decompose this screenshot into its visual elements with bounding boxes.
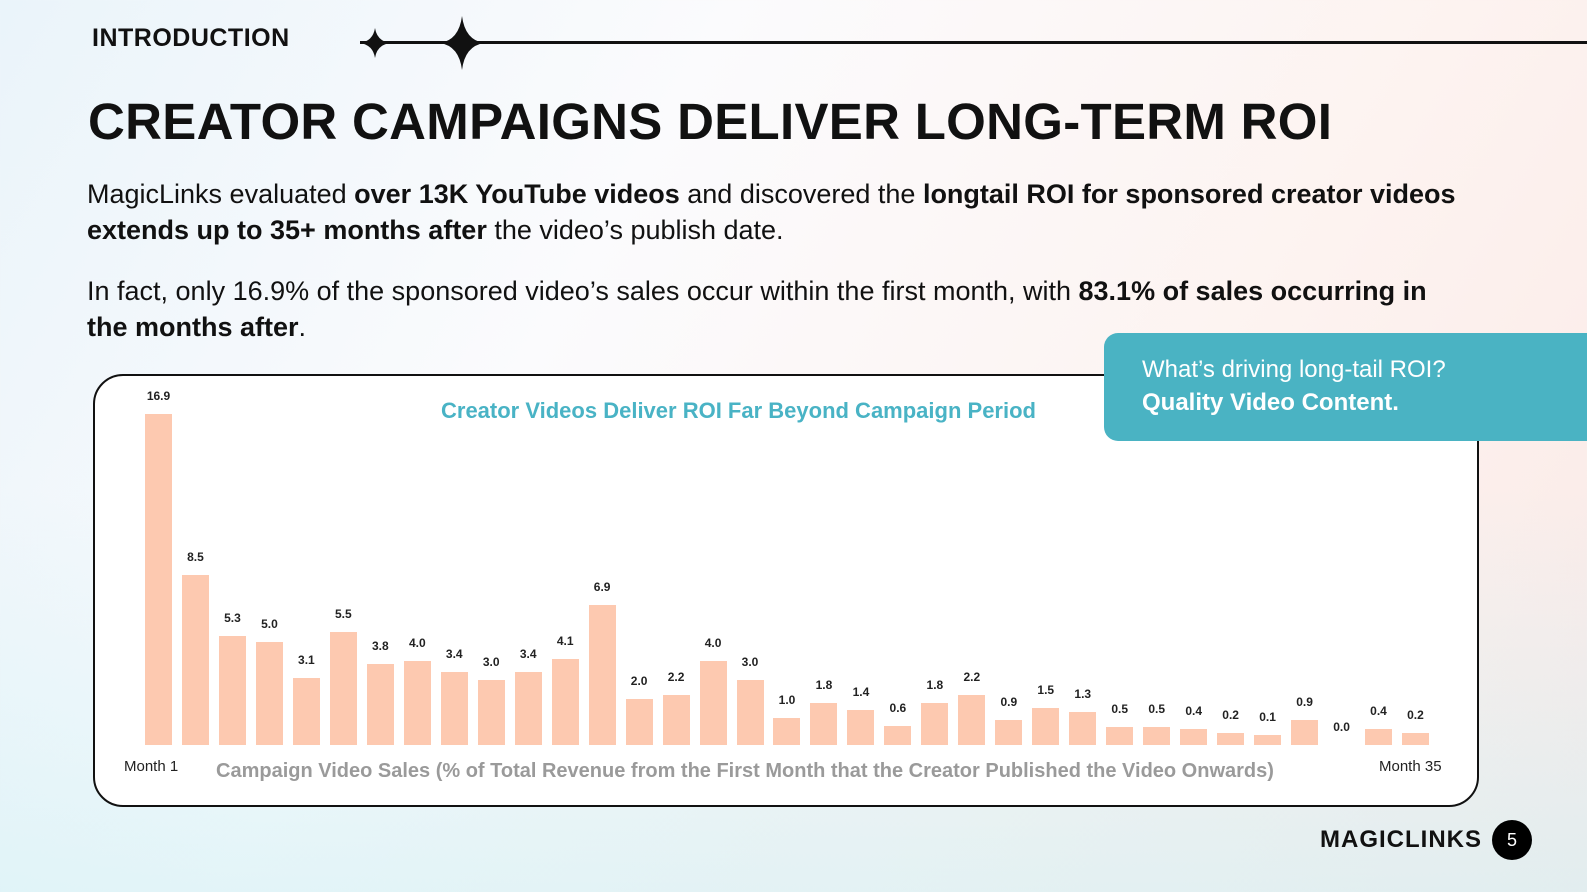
- data-label: 3.4: [445, 647, 463, 662]
- data-label: 1.5: [1037, 683, 1055, 698]
- data-label: 4.0: [704, 635, 722, 650]
- data-label: 3.4: [519, 647, 537, 662]
- data-label: 8.5: [187, 549, 204, 564]
- callout-question: What’s driving long-tail ROI?: [1142, 356, 1446, 383]
- bar: [551, 658, 579, 745]
- bar: [736, 679, 764, 745]
- data-label: 2.2: [963, 669, 981, 684]
- data-label: 6.9: [593, 580, 611, 595]
- data-label: 0.1: [1259, 710, 1276, 725]
- stat-paragraph: In fact, only 16.9% of the sponsored vid…: [87, 276, 1427, 342]
- data-label: 0.5: [1148, 702, 1166, 717]
- bar: [403, 660, 431, 745]
- data-label: 0.0: [1333, 720, 1350, 734]
- data-label: 0.4: [1370, 704, 1387, 719]
- data-label: 4.1: [556, 633, 574, 648]
- data-label: 0.2: [1407, 708, 1424, 723]
- divider-line: [360, 41, 1587, 44]
- data-label: 0.4: [1185, 704, 1202, 719]
- bar: [662, 694, 690, 745]
- bar: [995, 719, 1023, 745]
- data-label: 3.8: [371, 639, 389, 654]
- intro-paragraph: MagicLinks evaluated over 13K YouTube vi…: [87, 179, 1456, 245]
- bar: [477, 679, 505, 745]
- data-label: 2.2: [667, 669, 685, 684]
- data-label: 0.9: [1000, 694, 1018, 709]
- bar: [145, 414, 172, 745]
- bar: [921, 702, 949, 745]
- data-label: 3.1: [298, 652, 315, 667]
- bar: [847, 710, 875, 745]
- data-label: 3.0: [741, 654, 759, 669]
- bar: [1143, 727, 1171, 745]
- bar: [1180, 729, 1208, 745]
- data-label: 5.0: [261, 616, 278, 631]
- data-label: 3.0: [482, 654, 500, 669]
- magiclinks-logo: MAGICLINKS: [1320, 826, 1482, 853]
- bar: [1032, 708, 1060, 745]
- callout-answer: Quality Video Content.: [1142, 389, 1399, 416]
- section-label: INTRODUCTION: [92, 24, 290, 52]
- data-label: 2.0: [630, 673, 648, 688]
- data-label: 0.5: [1111, 702, 1129, 717]
- data-label: 0.9: [1296, 694, 1313, 709]
- bar: [1069, 712, 1097, 745]
- bar: [255, 641, 283, 745]
- bar: [1217, 733, 1245, 745]
- data-label: 16.9: [146, 389, 171, 404]
- bar: [366, 664, 394, 745]
- page-title: CREATOR CAMPAIGNS DELIVER LONG-TERM ROI: [88, 93, 1333, 150]
- bar: [625, 698, 653, 745]
- data-label: 5.3: [224, 610, 241, 625]
- data-label: 1.8: [815, 677, 833, 692]
- x-tick-last: Month 35: [1379, 758, 1442, 775]
- bar: [1254, 735, 1282, 745]
- data-label: 1.0: [778, 692, 796, 707]
- bar: [884, 725, 912, 745]
- bar: [1291, 719, 1319, 745]
- data-label: 0.6: [889, 700, 907, 715]
- bar: [1365, 729, 1392, 745]
- data-label: 5.5: [335, 606, 352, 621]
- bar: [181, 574, 209, 745]
- bar: [292, 677, 320, 745]
- bar: [773, 717, 801, 745]
- page-number: 5: [1492, 820, 1532, 860]
- bar: [1401, 733, 1429, 745]
- data-label: 0.2: [1222, 708, 1239, 723]
- data-label: 4.0: [408, 635, 426, 650]
- bar: [588, 605, 616, 745]
- bar: [218, 635, 246, 745]
- sparkle-icon: [440, 16, 484, 70]
- x-axis-label: Campaign Video Sales (% of Total Revenue…: [216, 760, 1274, 782]
- bar: [514, 672, 542, 745]
- callout-box: What’s driving long-tail ROI? Quality Vid…: [1104, 333, 1587, 441]
- bar: [958, 694, 986, 745]
- x-tick-first: Month 1: [124, 758, 179, 775]
- sparkle-icon: [360, 28, 390, 58]
- data-label: 1.4: [852, 685, 870, 700]
- data-label: 1.8: [926, 677, 944, 692]
- data-label: 1.3: [1074, 687, 1092, 702]
- bar: [699, 660, 727, 745]
- bar: [810, 702, 838, 745]
- chart-title: Creator Videos Deliver ROI Far Beyond Ca…: [441, 398, 1036, 423]
- bar: [329, 631, 357, 745]
- bar: [1106, 727, 1134, 745]
- bar: [440, 672, 468, 745]
